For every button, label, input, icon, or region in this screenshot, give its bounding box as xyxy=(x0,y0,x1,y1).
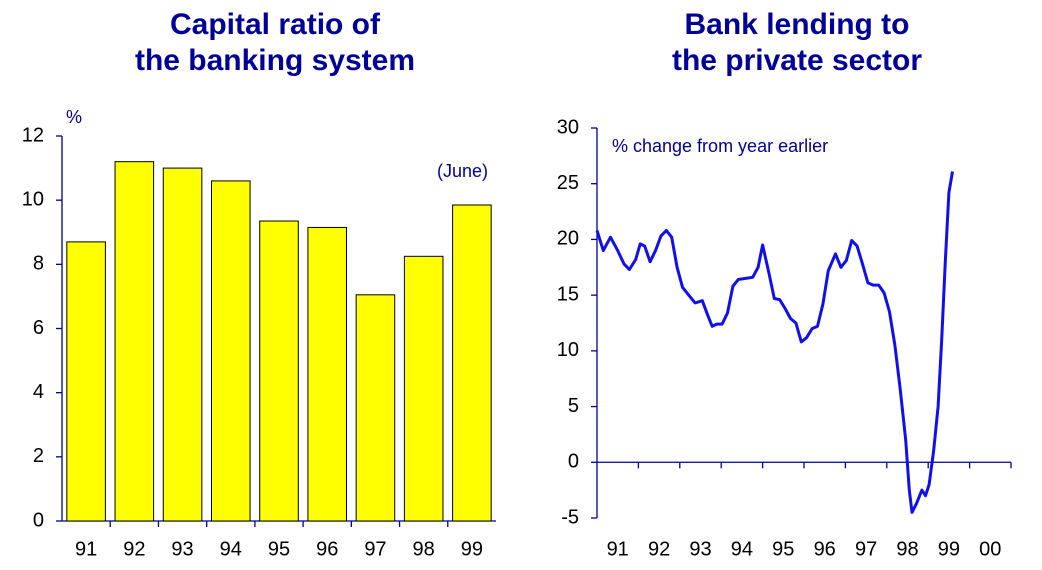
bar xyxy=(259,220,299,522)
y-axis-label: % change from year earlier xyxy=(612,136,828,156)
x-tick-label: 95 xyxy=(772,538,794,560)
y-tick-label: 0 xyxy=(33,509,44,531)
bar xyxy=(162,167,203,522)
y-axis-label: % xyxy=(66,107,82,127)
x-tick-label: 91 xyxy=(75,538,97,560)
bar xyxy=(452,204,492,522)
y-tick-label: -5 xyxy=(561,506,579,528)
x-tick-label: 93 xyxy=(171,538,193,560)
x-tick-label: 98 xyxy=(896,538,918,560)
x-tick-label: 98 xyxy=(413,538,435,560)
x-tick-label: 91 xyxy=(607,538,629,560)
y-tick-label: 4 xyxy=(33,381,44,403)
x-tick-label: 99 xyxy=(938,538,960,560)
y-tick-label: 8 xyxy=(33,253,44,275)
x-tick-label: 94 xyxy=(731,538,753,560)
y-tick-label: 15 xyxy=(557,283,579,305)
x-tick-label: 96 xyxy=(316,538,338,560)
y-tick-label: 2 xyxy=(33,445,44,467)
x-tick-label: 93 xyxy=(689,538,711,560)
x-tick-label: 95 xyxy=(268,538,290,560)
chart-title: the private sector xyxy=(672,44,922,77)
bar xyxy=(210,180,251,522)
y-tick-label: 6 xyxy=(33,317,44,339)
y-tick-label: 30 xyxy=(557,116,579,138)
y-tick-label: 5 xyxy=(568,395,579,417)
x-tick-label: 97 xyxy=(855,538,877,560)
y-tick-label: 10 xyxy=(22,188,44,210)
x-tick-label: 96 xyxy=(814,538,836,560)
x-tick-label: 97 xyxy=(364,538,386,560)
data-line xyxy=(595,171,954,514)
bar xyxy=(66,241,106,522)
y-tick-label: 25 xyxy=(557,172,579,194)
x-tick-label: 94 xyxy=(220,538,242,560)
annotation: (June) xyxy=(437,161,488,181)
y-tick-label: 12 xyxy=(22,124,44,146)
chart-title: Capital ratio of xyxy=(170,8,381,41)
x-tick-label: 99 xyxy=(461,538,483,560)
y-tick-label: 20 xyxy=(557,228,579,250)
y-tick-label: 10 xyxy=(557,339,579,361)
bar xyxy=(307,226,348,522)
bar xyxy=(403,255,444,522)
bar xyxy=(114,161,155,522)
x-tick-label: 00 xyxy=(979,538,1001,560)
chart-title: Bank lending to xyxy=(685,8,910,41)
bar xyxy=(355,294,396,522)
chart-title: the banking system xyxy=(135,44,415,77)
x-tick-label: 92 xyxy=(648,538,670,560)
y-tick-label: 0 xyxy=(568,451,579,473)
x-tick-label: 92 xyxy=(123,538,145,560)
